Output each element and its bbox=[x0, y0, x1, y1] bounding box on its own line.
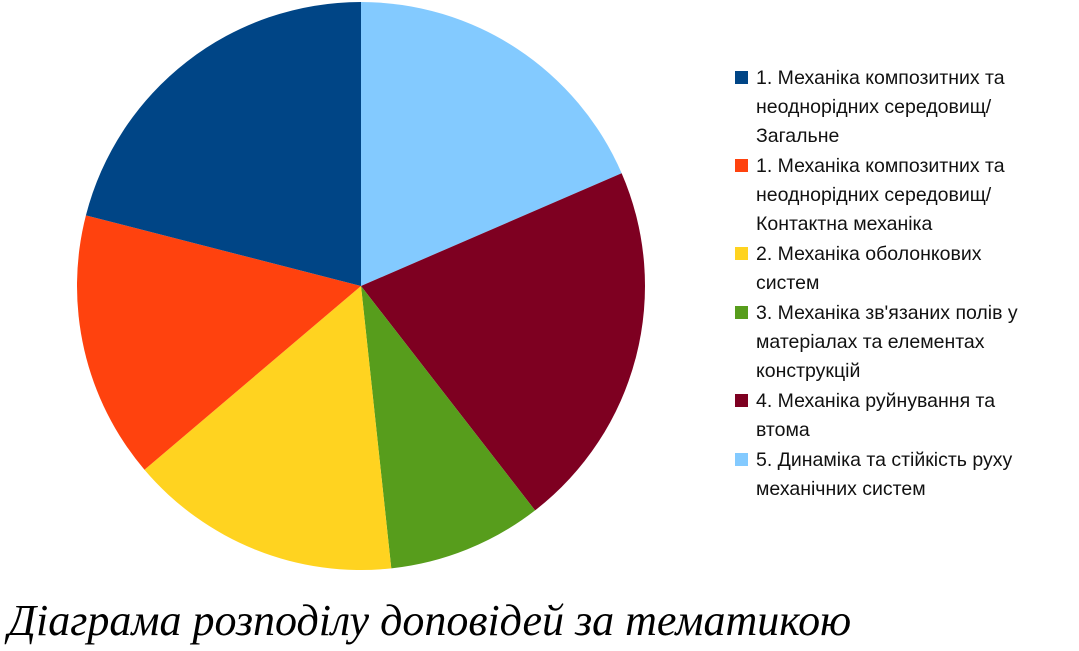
pie-slice-2 bbox=[361, 286, 536, 569]
legend-label: 3. Механіка зв'язаних полів у матеріалах… bbox=[756, 302, 1018, 382]
chart-legend: 1. Механіка композитних та неоднорідних … bbox=[735, 64, 1075, 505]
legend-item: 2. Механіка оболонкових систем bbox=[735, 240, 1075, 298]
pie-slice-5 bbox=[85, 2, 362, 286]
pie-chart-svg bbox=[76, 2, 645, 570]
pie-slice-1 bbox=[361, 173, 645, 511]
legend-label: 1. Механіка композитних та неоднорідних … bbox=[756, 155, 1005, 235]
legend-item: 3. Механіка зв'язаних полів у матеріалах… bbox=[735, 299, 1075, 386]
legend-swatch bbox=[735, 247, 748, 260]
pie-slice-3 bbox=[144, 286, 392, 570]
legend-label: 1. Механіка композитних та неоднорідних … bbox=[756, 67, 1005, 147]
legend-label: 4. Механіка руйнування та втома bbox=[756, 390, 996, 441]
legend-label: 2. Механіка оболонкових систем bbox=[756, 243, 982, 294]
legend-item: 1. Механіка композитних та неоднорідних … bbox=[735, 152, 1075, 239]
legend-label: 5. Динаміка та стійкість руху механічних… bbox=[756, 449, 1013, 500]
legend-item: 1. Механіка композитних та неоднорідних … bbox=[735, 64, 1075, 151]
legend-swatch bbox=[735, 394, 748, 407]
legend-swatch bbox=[735, 159, 748, 172]
pie-slice-4 bbox=[76, 215, 361, 470]
legend-swatch bbox=[735, 306, 748, 319]
legend-item: 4. Механіка руйнування та втома bbox=[735, 387, 1075, 445]
pie-chart bbox=[76, 2, 645, 570]
pie-slice-0 bbox=[361, 2, 622, 286]
chart-caption: Діаграма розподілу доповідей за тематико… bbox=[8, 596, 852, 645]
legend-item: 5. Динаміка та стійкість руху механічних… bbox=[735, 446, 1075, 504]
legend-swatch bbox=[735, 453, 748, 466]
legend-swatch bbox=[735, 71, 748, 84]
